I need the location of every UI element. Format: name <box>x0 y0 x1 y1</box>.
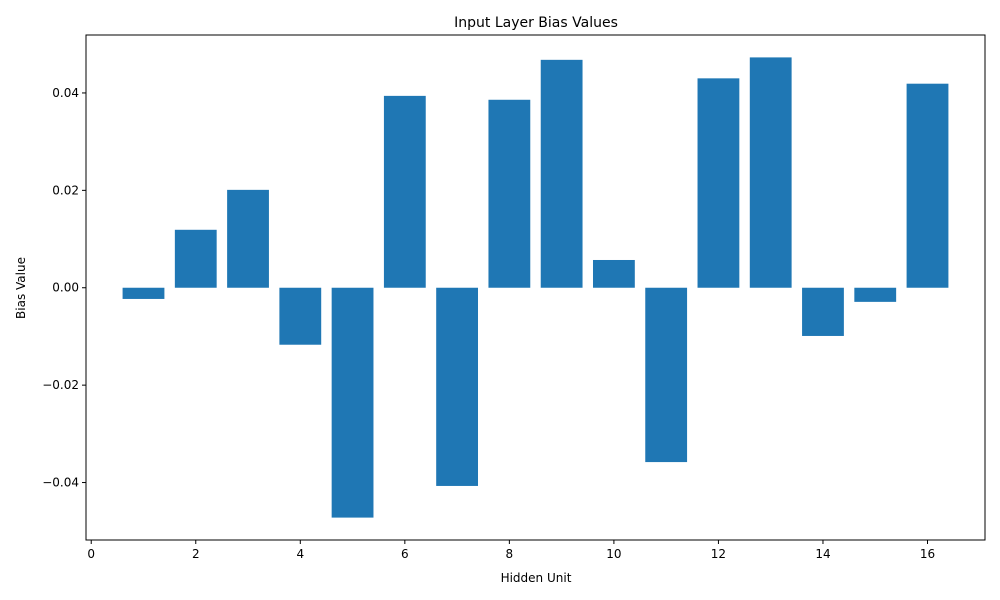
bar-unit-12 <box>697 78 740 288</box>
bar-unit-6 <box>383 95 426 288</box>
x-tick-label: 2 <box>192 547 200 561</box>
bar-unit-16 <box>906 83 949 288</box>
x-tick-label: 16 <box>920 547 935 561</box>
x-tick-label: 6 <box>401 547 409 561</box>
y-tick-label: 0.04 <box>52 86 79 100</box>
bar-unit-2 <box>174 229 217 288</box>
y-tick-label: 0.00 <box>52 281 79 295</box>
y-axis-label: Bias Value <box>14 257 28 319</box>
y-tick-label: −0.04 <box>42 476 79 490</box>
bar-unit-4 <box>279 287 322 345</box>
y-axis-ticks: −0.04 −0.02 0.00 0.02 0.04 <box>42 86 86 490</box>
bar-unit-7 <box>436 287 479 486</box>
y-tick-label: −0.02 <box>42 378 79 392</box>
x-tick-label: 4 <box>296 547 304 561</box>
chart-title: Input Layer Bias Values <box>454 15 618 31</box>
bar-unit-3 <box>227 189 269 288</box>
x-tick-label: 8 <box>506 547 514 561</box>
x-axis-label: Hidden Unit <box>501 571 572 585</box>
bar-unit-5 <box>331 287 374 518</box>
bar-unit-9 <box>540 59 583 288</box>
bar-unit-10 <box>592 259 635 288</box>
bar-unit-13 <box>749 57 792 288</box>
x-tick-label: 14 <box>815 547 830 561</box>
plot-frame <box>85 34 986 541</box>
x-tick-label: 0 <box>87 547 95 561</box>
bars-group <box>122 57 949 518</box>
bar-unit-11 <box>645 287 688 463</box>
bar-unit-1 <box>122 287 165 299</box>
y-tick-label: 0.02 <box>52 183 79 197</box>
bar-unit-15 <box>854 287 897 302</box>
x-tick-label: 12 <box>711 547 726 561</box>
x-tick-label: 10 <box>606 547 621 561</box>
bar-unit-14 <box>802 287 844 336</box>
bar-unit-8 <box>488 99 531 288</box>
x-axis-ticks: 0 2 4 6 8 10 12 14 16 <box>87 540 935 561</box>
